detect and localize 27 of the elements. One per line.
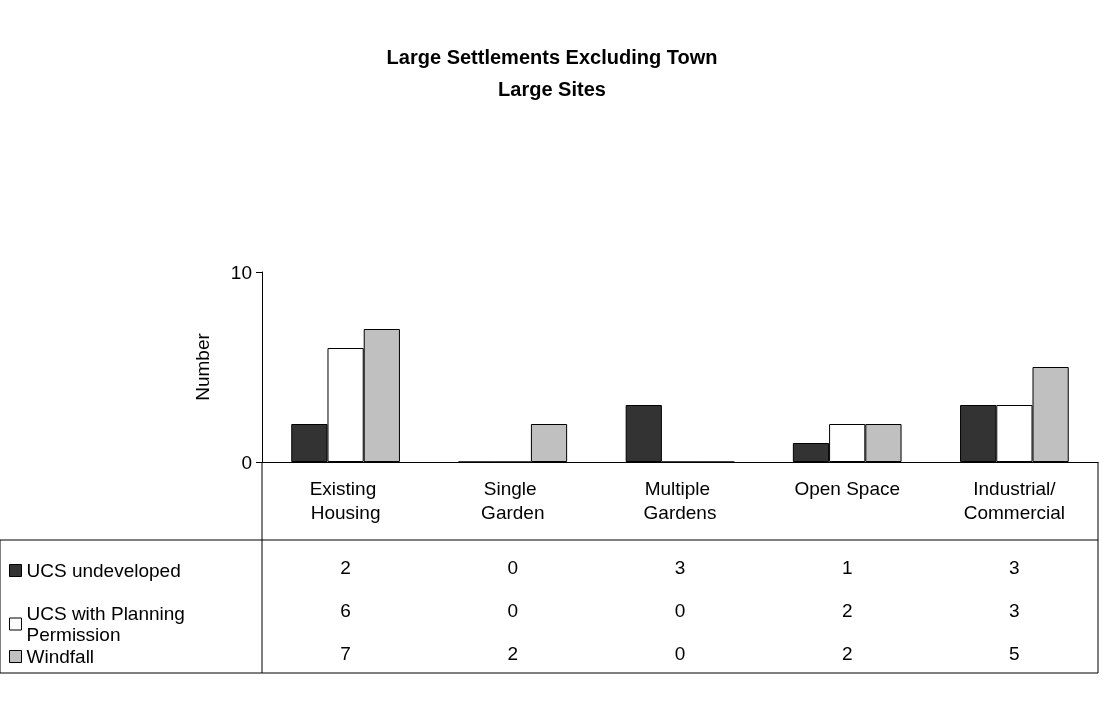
data-label: 2 <box>841 599 853 621</box>
data-label: 0 <box>674 599 686 621</box>
data-label: 0 <box>674 642 686 664</box>
chart-subtitle: Large Sites <box>498 78 606 100</box>
x-tick-label: Single Garden <box>481 477 545 523</box>
data-label: 6 <box>340 599 351 621</box>
x-tick-label: Multiple Gardens <box>643 477 717 523</box>
legend-label: UCS undeveloped <box>26 560 181 581</box>
data-label: 2 <box>841 642 853 664</box>
data-label: 3 <box>1009 556 1020 578</box>
data-label: 7 <box>340 642 351 664</box>
data-label: 0 <box>507 556 519 578</box>
data-label: 1 <box>841 556 853 578</box>
x-tick-label: Open Space <box>794 477 901 499</box>
y-axis-title: Number <box>192 332 213 401</box>
data-label: 5 <box>1009 642 1020 664</box>
data-label: 3 <box>1009 599 1020 621</box>
data-label: 2 <box>340 556 351 578</box>
legend-label: Windfall <box>26 646 95 667</box>
chart-title: Large Settlements Excluding Town <box>386 46 718 68</box>
y-tick-label: 10 <box>230 261 252 283</box>
data-label: 0 <box>507 599 519 621</box>
x-tick-label: Industrial/Commercial <box>963 477 1066 523</box>
data-label: 2 <box>507 642 519 664</box>
legend-label: UCS with Planning Permission <box>26 603 191 645</box>
data-label: 3 <box>674 556 686 578</box>
x-tick-label: Existing Housing <box>309 477 382 523</box>
